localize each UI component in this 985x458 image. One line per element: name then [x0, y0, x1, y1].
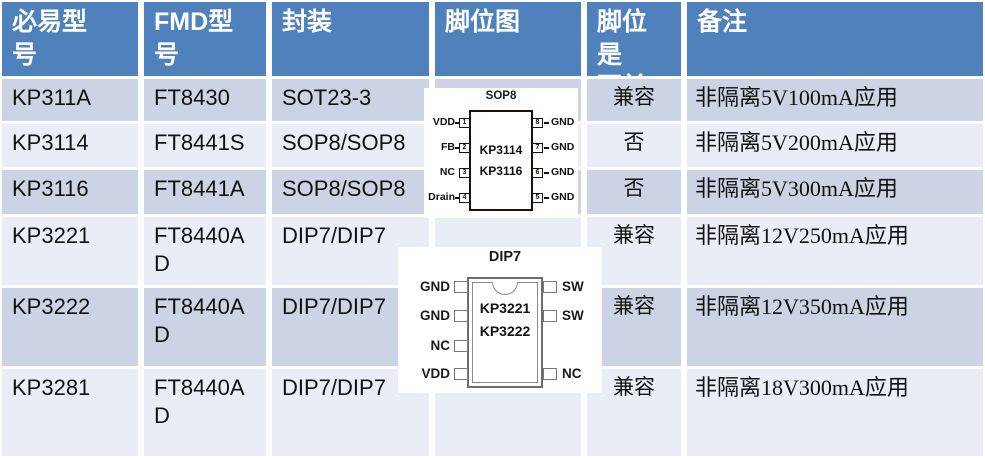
cell-package: SOP8/SOP8	[272, 124, 429, 167]
sop8-diagram-title: SOP8	[485, 90, 517, 102]
cell-compatible: 兼容	[587, 369, 681, 456]
dip7-pin-label-gnd: GND	[420, 308, 450, 323]
sop8-pin-1: 1	[459, 118, 470, 128]
sop8-pin-2: 2	[459, 143, 470, 153]
sop8-pin-label-fb: FB	[441, 141, 455, 153]
pin-connector	[544, 197, 549, 199]
sop8-pin-6: 6	[532, 168, 543, 178]
cell-fmd-model: FT8440AD	[144, 369, 266, 456]
sop8-pin-label-gnd: GND	[551, 191, 575, 203]
sop8-chip-name: KP3114	[479, 143, 523, 157]
sop8-pin-8: 8	[532, 118, 543, 128]
cell-kp-model: KP3221	[2, 217, 138, 285]
cell-remark: 非隔离12V350mA应用	[687, 288, 983, 366]
cell-kp-model: KP3114	[2, 124, 138, 167]
sop8-pin-label-gnd: GND	[551, 141, 575, 153]
cell-kp-model: KP311A	[2, 79, 138, 121]
dip7-pin-box	[543, 281, 557, 293]
cell-remark: 非隔离18V300mA应用	[687, 369, 983, 456]
dip7-pin-label-sw: SW	[562, 308, 584, 323]
dip7-chip-inner: KP3221 KP3222	[472, 282, 538, 383]
dip7-pin-box	[543, 368, 557, 380]
cell-fmd-model: FT8441S	[144, 124, 266, 167]
cell-kp-model: KP3281	[2, 369, 138, 456]
remark-text: 非隔离12V350mA应用	[695, 294, 909, 319]
cell-kp-model: KP3116	[2, 170, 138, 214]
dip7-pin-label-nc: NC	[430, 338, 451, 353]
dip7-pin-box	[543, 310, 557, 322]
sop8-pin-label-nc: NC	[439, 166, 455, 178]
dip7-pin-diagram: DIP7 KP3221 KP3222 GND GND NC VDD SW SW …	[398, 247, 602, 393]
dip7-pin-box	[454, 310, 468, 322]
remark-text: 非隔离5V100mA应用	[695, 85, 898, 110]
dip7-chip-name: KP3222	[479, 323, 531, 340]
sop8-pin-label-gnd: GND	[551, 116, 575, 128]
cell-compatible: 否	[587, 124, 681, 167]
dip7-pin-label-gnd: GND	[420, 279, 450, 294]
cell-remark: 非隔离5V300mA应用	[687, 170, 983, 214]
dip7-pin-label-vdd: VDD	[421, 366, 450, 381]
dip7-pin-box	[454, 281, 468, 293]
sop8-pin-5: 5	[532, 193, 543, 203]
header-pin-map: 脚位图	[435, 2, 581, 76]
remark-text: 非隔离18V300mA应用	[695, 375, 909, 400]
sop8-pin-label-vdd: VDD	[432, 116, 455, 128]
cell-package: SOP8/SOP8	[272, 170, 429, 214]
pin-connector	[455, 122, 459, 124]
pin-connector	[544, 147, 549, 149]
header-remark: 备注	[687, 2, 983, 76]
sop8-pin-label-gnd: GND	[551, 166, 575, 178]
header-kp-model: 必易型 号	[2, 2, 138, 76]
dip7-notch	[492, 282, 518, 295]
remark-text: 非隔离12V250mA应用	[695, 223, 909, 248]
dip7-chip-name: KP3221	[479, 300, 531, 316]
cell-fmd-model: FT8440AD	[144, 217, 266, 285]
sop8-pin-diagram: SOP8 KP3114 KP3116 VDD 1 FB 2 NC 3 Drain…	[424, 88, 578, 218]
sop8-chip-body: KP3114 KP3116	[469, 110, 533, 211]
sop8-pin-label-drain: Drain	[428, 191, 455, 203]
cell-compatible: 否	[587, 170, 681, 214]
cell-remark: 非隔离12V250mA应用	[687, 217, 983, 285]
cell-package: SOT23-3	[272, 79, 429, 121]
dip7-pin-label-nc: NC	[562, 366, 582, 381]
sop8-chip-name: KP3116	[479, 164, 523, 178]
header-package: 封装	[272, 2, 429, 76]
cell-remark: 非隔离5V100mA应用	[687, 79, 983, 121]
cell-compatible: 兼容	[587, 217, 681, 285]
dip7-pin-box	[454, 368, 468, 380]
pin-connector	[455, 197, 459, 199]
remark-text: 非隔离5V300mA应用	[695, 176, 898, 201]
pin-connector	[544, 172, 549, 174]
cell-fmd-model: FT8440AD	[144, 288, 266, 366]
pin-connector	[544, 122, 549, 124]
cell-fmd-model: FT8441A	[144, 170, 266, 214]
dip7-pin-box	[454, 340, 468, 352]
cell-remark: 非隔离5V200mA应用	[687, 124, 983, 167]
cell-compatible: 兼容	[587, 79, 681, 121]
cell-kp-model: KP3222	[2, 288, 138, 366]
cell-fmd-model: FT8430	[144, 79, 266, 121]
header-compatible: 脚位是 否兼容	[587, 2, 681, 76]
sop8-pin-3: 3	[459, 168, 470, 178]
dip7-pin-label-sw: SW	[562, 279, 584, 294]
header-fmd-model: FMD型 号	[144, 2, 266, 76]
dip7-diagram-title: DIP7	[488, 249, 522, 265]
cell-compatible: 兼容	[587, 288, 681, 366]
dip7-chip-body: KP3221 KP3222	[467, 277, 543, 388]
sop8-pin-7: 7	[532, 143, 543, 153]
sop8-pin-4: 4	[459, 193, 470, 203]
remark-text: 非隔离5V200mA应用	[695, 130, 898, 155]
pin-connector	[455, 147, 459, 149]
